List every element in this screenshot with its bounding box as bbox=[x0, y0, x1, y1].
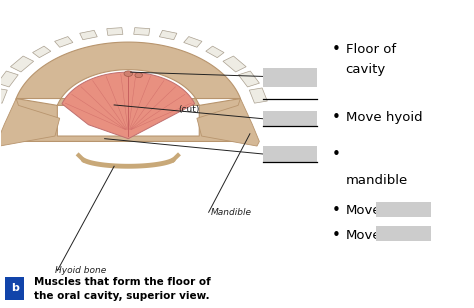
Text: Move hyoid: Move hyoid bbox=[346, 111, 422, 124]
Polygon shape bbox=[10, 56, 34, 72]
Bar bbox=[263, 111, 318, 126]
Text: •: • bbox=[331, 110, 340, 125]
Text: b: b bbox=[11, 283, 19, 293]
Polygon shape bbox=[223, 56, 246, 72]
Bar bbox=[263, 68, 318, 87]
Text: mandible: mandible bbox=[346, 174, 408, 187]
Text: •: • bbox=[331, 148, 340, 162]
Text: •: • bbox=[331, 42, 340, 57]
Bar bbox=[263, 146, 318, 162]
Polygon shape bbox=[206, 46, 224, 58]
Polygon shape bbox=[184, 37, 202, 47]
Polygon shape bbox=[134, 28, 150, 35]
Polygon shape bbox=[249, 88, 267, 103]
Ellipse shape bbox=[124, 71, 133, 76]
Polygon shape bbox=[0, 88, 7, 103]
Polygon shape bbox=[238, 71, 259, 87]
Polygon shape bbox=[197, 99, 259, 146]
Text: Mandible: Mandible bbox=[211, 208, 252, 217]
Bar bbox=[376, 226, 431, 241]
Polygon shape bbox=[107, 28, 123, 35]
Polygon shape bbox=[0, 71, 18, 87]
Text: Muscles that form the floor of: Muscles that form the floor of bbox=[34, 277, 210, 287]
Text: Hyoid bone: Hyoid bone bbox=[55, 266, 106, 275]
Polygon shape bbox=[0, 99, 60, 146]
Ellipse shape bbox=[135, 73, 143, 78]
Polygon shape bbox=[55, 37, 73, 47]
Bar bbox=[5, 277, 24, 300]
Text: •: • bbox=[331, 228, 340, 243]
Text: Move: Move bbox=[346, 229, 381, 242]
Polygon shape bbox=[62, 72, 195, 139]
Text: cavity: cavity bbox=[346, 63, 386, 76]
Polygon shape bbox=[159, 30, 177, 40]
Bar bbox=[376, 201, 431, 217]
Text: Move: Move bbox=[346, 204, 381, 217]
Polygon shape bbox=[33, 46, 51, 58]
Text: •: • bbox=[331, 203, 340, 218]
Text: the oral cavity, superior view.: the oral cavity, superior view. bbox=[34, 291, 210, 301]
Text: Floor of: Floor of bbox=[346, 43, 396, 56]
Polygon shape bbox=[80, 30, 97, 40]
Polygon shape bbox=[16, 42, 240, 141]
Text: (cut): (cut) bbox=[178, 105, 199, 114]
